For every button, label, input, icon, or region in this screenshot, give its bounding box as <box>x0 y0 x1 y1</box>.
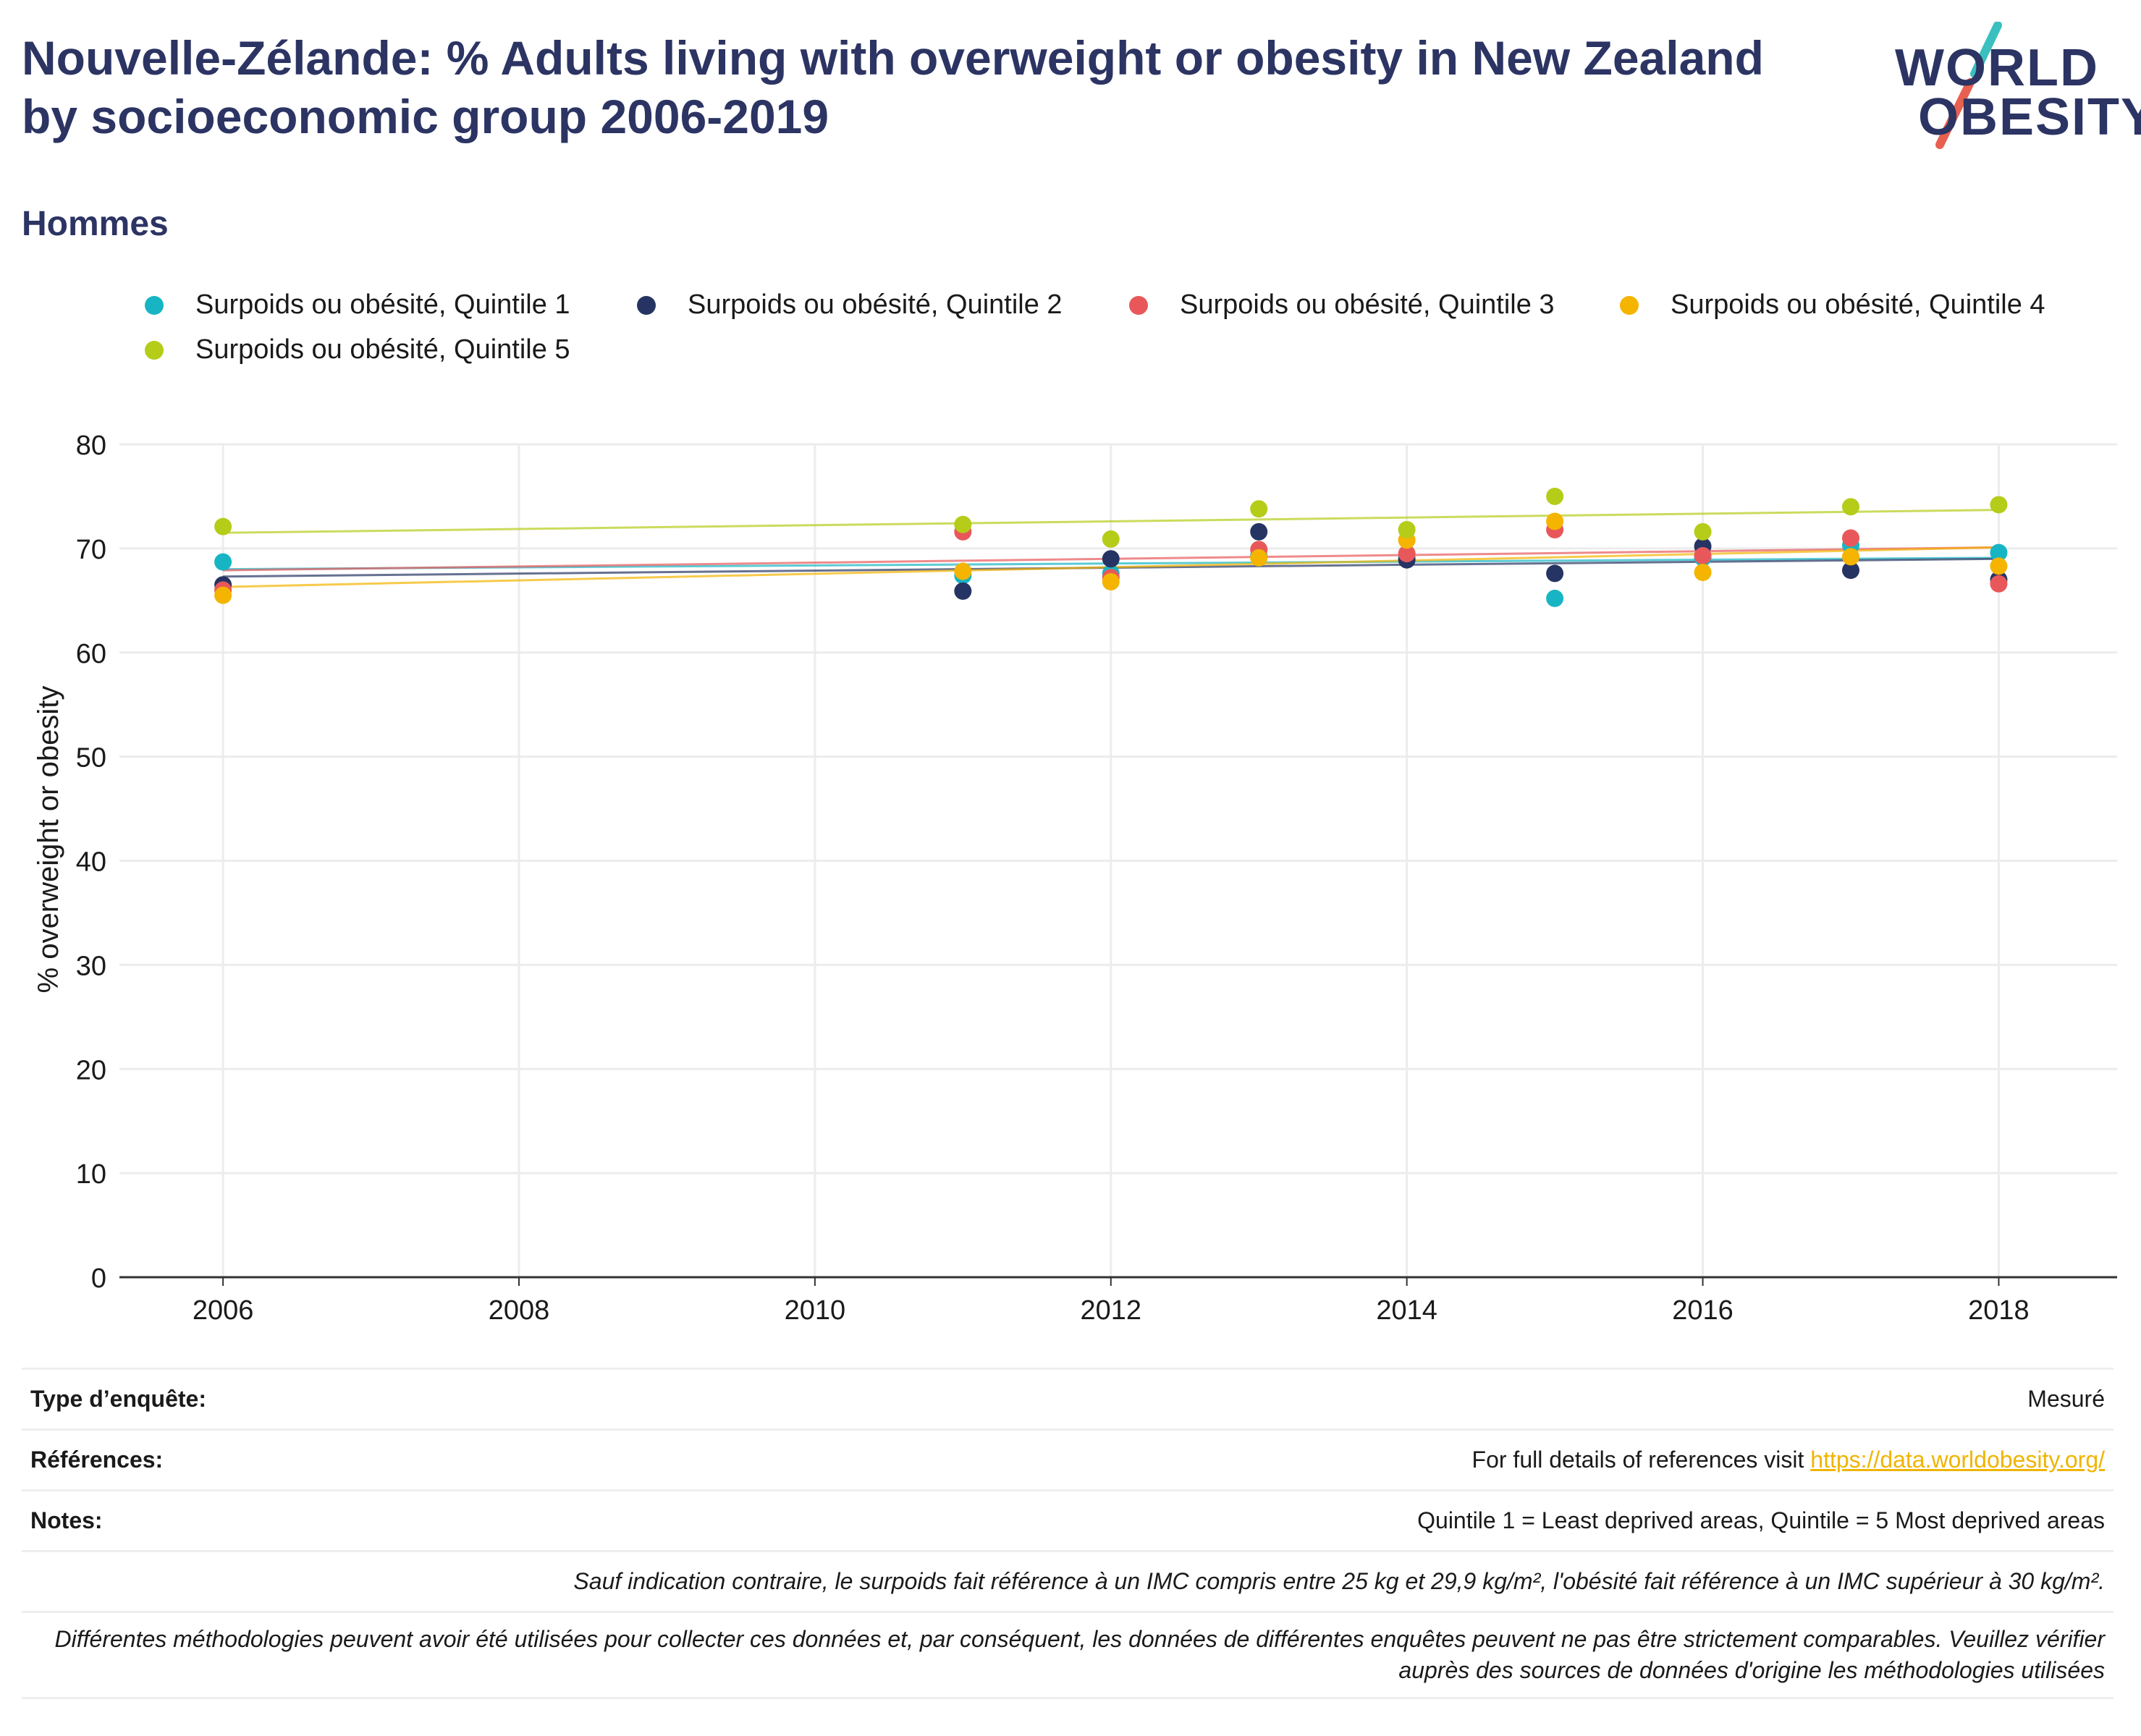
legend-item-quintile-3[interactable]: Surpoids ou obésité, Quintile 3 <box>1129 289 1555 321</box>
data-point-quintile-2 <box>1842 562 1859 580</box>
legend-marker-icon <box>1129 295 1148 315</box>
y-tick-label: 10 <box>76 1159 106 1190</box>
data-point-quintile-5 <box>954 515 972 533</box>
chart-subtitle: Hommes <box>22 205 169 243</box>
world-obesity-logo: WORLD OBESITY <box>1889 22 2141 152</box>
y-tick-label: 80 <box>76 431 106 461</box>
data-points <box>214 487 2008 607</box>
x-tick-label: 2008 <box>489 1295 550 1326</box>
data-point-quintile-3 <box>1398 545 1416 563</box>
info-table: Type d’enquête: Mesuré Références: For f… <box>22 1368 2113 1699</box>
data-point-quintile-4 <box>1990 557 2008 575</box>
data-point-quintile-4 <box>954 562 972 580</box>
legend-item-quintile-5[interactable]: Surpoids ou obésité, Quintile 5 <box>145 334 570 365</box>
legend-marker-icon <box>1620 295 1639 315</box>
legend-label: Surpoids ou obésité, Quintile 2 <box>688 289 1063 320</box>
data-point-quintile-4 <box>1250 549 1268 567</box>
definition-note-row: Sauf indication contraire, le surpoids f… <box>22 1550 2113 1611</box>
data-point-quintile-4 <box>1694 563 1712 581</box>
references-link[interactable]: https://data.worldobesity.org/ <box>1810 1447 2105 1473</box>
legend-item-quintile-4[interactable]: Surpoids ou obésité, Quintile 4 <box>1620 289 2045 321</box>
legend-marker-icon <box>145 340 164 360</box>
y-axis-label: % overweight or obesity <box>33 686 64 994</box>
legend-label: Surpoids ou obésité, Quintile 1 <box>195 289 570 320</box>
data-point-quintile-4 <box>1842 548 1859 566</box>
legend-item-quintile-2[interactable]: Surpoids ou obésité, Quintile 2 <box>637 289 1063 321</box>
data-point-quintile-5 <box>1398 520 1416 538</box>
references-value: For full details of references visit htt… <box>1472 1447 2105 1473</box>
y-tick-label: 30 <box>76 951 106 981</box>
data-point-quintile-2 <box>954 582 972 600</box>
data-point-quintile-1 <box>1990 543 2008 562</box>
references-label: Références: <box>30 1447 164 1473</box>
methodology-note: Différentes méthodologies peuvent avoir … <box>54 1625 2105 1683</box>
data-point-quintile-5 <box>1990 496 2008 514</box>
logo-slash-icon <box>1935 22 2002 149</box>
logo-line-1: WORLD <box>1895 39 2099 97</box>
y-tick-label: 60 <box>76 639 106 669</box>
y-tick-label: 0 <box>91 1263 106 1294</box>
data-point-quintile-1 <box>214 553 232 571</box>
references-row: Références: For full details of referenc… <box>22 1428 2113 1489</box>
data-point-quintile-5 <box>1250 500 1268 518</box>
survey-type-row: Type d’enquête: Mesuré <box>22 1368 2113 1428</box>
x-tick-label: 2010 <box>785 1295 846 1326</box>
data-point-quintile-5 <box>1842 498 1859 516</box>
definition-note: Sauf indication contraire, le surpoids f… <box>573 1567 2105 1594</box>
data-point-quintile-4 <box>214 586 232 604</box>
data-point-quintile-3 <box>1990 575 2008 593</box>
legend-label: Surpoids ou obésité, Quintile 5 <box>195 334 570 365</box>
x-tick-label: 2012 <box>1081 1295 1142 1326</box>
legend-marker-icon <box>637 295 656 315</box>
chart-axes: 0 10 20 30 40 50 60 70 80 2006 2008 2010 2012 2014 201… <box>76 431 2117 1326</box>
trend-line-quintile-5 <box>223 509 1999 534</box>
legend-label: Surpoids ou obésité, Quintile 4 <box>1671 289 2045 320</box>
survey-type-value: Mesuré <box>2027 1386 2105 1412</box>
scatter-chart: 0 10 20 30 40 50 60 70 80 2006 2008 2010 2012 2014 201… <box>33 431 2117 1326</box>
data-point-quintile-3 <box>1842 529 1859 547</box>
notes-value: Quintile 1 = Least deprived areas, Quint… <box>1417 1507 2105 1533</box>
data-point-quintile-5 <box>1694 522 1712 541</box>
legend-item-quintile-1[interactable]: Surpoids ou obésité, Quintile 1 <box>145 289 570 321</box>
data-point-quintile-4 <box>1102 572 1120 590</box>
data-point-quintile-3 <box>1694 546 1712 564</box>
legend-label: Surpoids ou obésité, Quintile 3 <box>1180 289 1555 320</box>
y-tick-label: 20 <box>76 1055 106 1085</box>
y-tick-label: 40 <box>76 847 106 878</box>
notes-label: Notes: <box>30 1507 103 1533</box>
data-point-quintile-4 <box>1546 512 1564 530</box>
chart-title: Nouvelle-Zélande: % Adults living with o… <box>22 31 1764 143</box>
survey-type-label: Type d’enquête: <box>30 1386 206 1412</box>
x-tick-label: 2006 <box>193 1295 254 1326</box>
data-point-quintile-2 <box>1546 564 1564 583</box>
legend-marker-icon <box>145 295 164 315</box>
y-tick-label: 50 <box>76 743 106 774</box>
logo-line-2: OBESITY <box>1918 88 2141 146</box>
data-point-quintile-5 <box>214 517 232 535</box>
methodology-note-row: Différentes méthodologies peuvent avoir … <box>22 1611 2113 1699</box>
references-text: For full details of references visit <box>1471 1447 1811 1473</box>
notes-row: Notes: Quintile 1 = Least deprived areas… <box>22 1489 2113 1550</box>
x-tick-label: 2018 <box>1968 1295 2030 1326</box>
data-point-quintile-5 <box>1546 487 1564 505</box>
data-point-quintile-2 <box>1250 522 1268 541</box>
x-tick-label: 2014 <box>1376 1295 1437 1326</box>
data-point-quintile-1 <box>1546 589 1564 607</box>
y-tick-label: 70 <box>76 535 106 565</box>
data-point-quintile-2 <box>1102 550 1120 568</box>
data-point-quintile-5 <box>1102 530 1120 548</box>
x-tick-label: 2016 <box>1672 1295 1734 1326</box>
